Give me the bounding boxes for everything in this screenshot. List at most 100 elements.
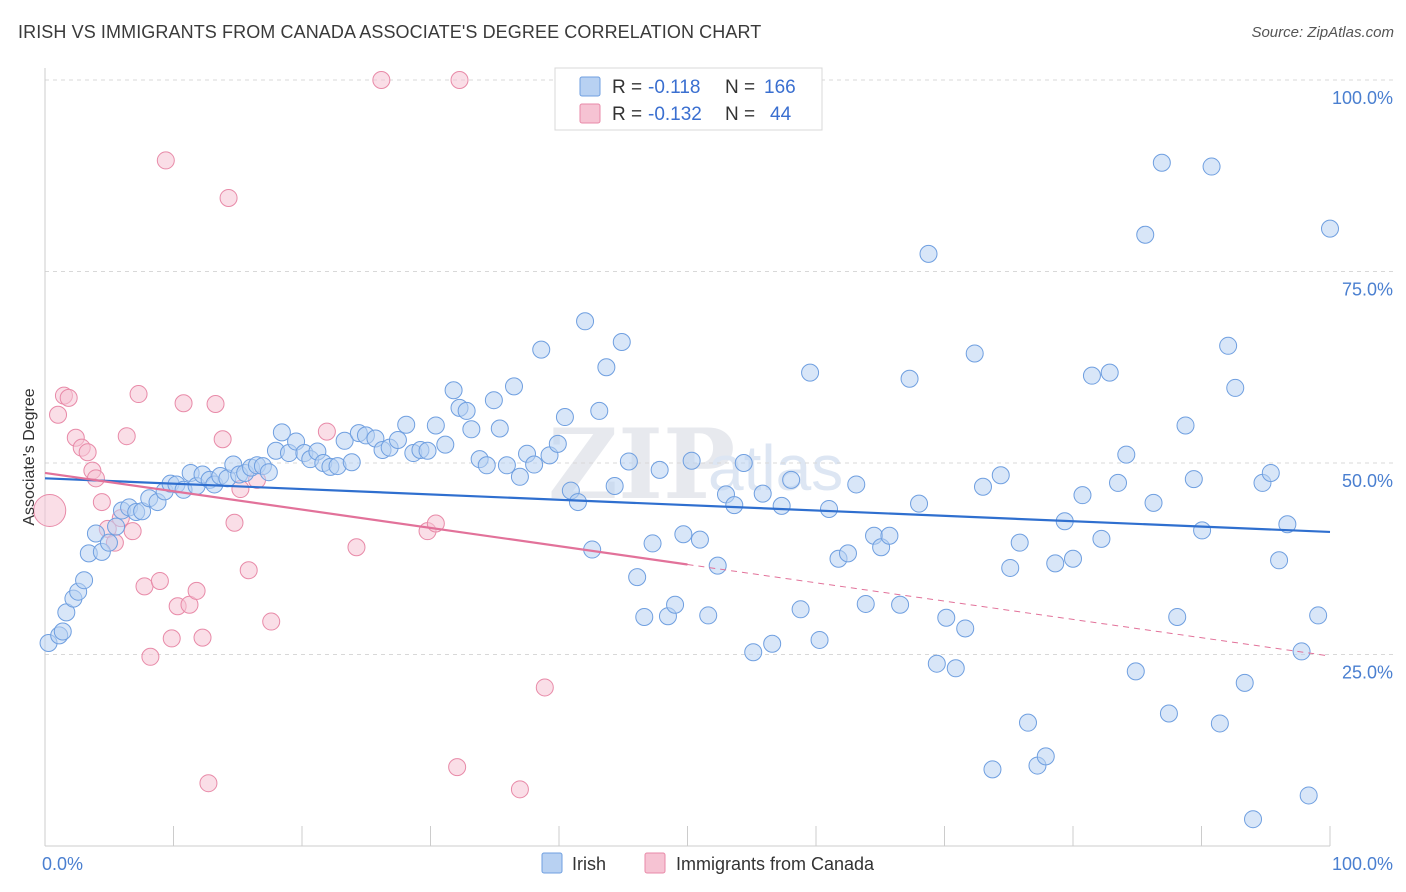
irish-point-147 [1168,607,1187,626]
irish-point-111 [847,475,866,494]
canada-point-15 [129,385,148,404]
irish-point-100 [744,643,763,662]
irish-point-142 [1126,662,1145,681]
irish-point-73 [532,340,551,359]
irish-point-88 [643,534,662,553]
irish-point-143 [1136,225,1155,244]
irish-point-95 [699,606,718,625]
irish-point-81 [590,401,609,420]
irish-point-91 [666,595,685,614]
canada-point-41 [450,71,469,89]
irish-point-124 [965,344,984,363]
irish-point-85 [619,452,638,471]
irish-point-47 [342,453,361,472]
series-legend: Irish Immigrants from Canada [541,852,875,874]
series-legend-canada: Immigrants from Canada [676,854,875,874]
irish-point-70 [510,467,529,486]
irish-point-98 [725,496,744,515]
canada-point-43 [535,678,554,697]
y-axis-label: Associate's Degree [21,388,38,525]
irish-point-156 [1244,810,1263,829]
irish-point-127 [991,466,1010,485]
irish-point-103 [772,496,791,515]
series-legend-swatch-canada [644,852,666,874]
legend-r-label-canada: R = [612,104,642,125]
irish-point-112 [856,594,875,613]
irish-point-118 [910,494,929,513]
y-tick-label-1: 50.0% [1342,471,1393,491]
irish-point-161 [1292,642,1311,661]
irish-point-10 [99,533,118,552]
x-tick-label-0: 0.0% [42,854,83,874]
canada-point-25 [193,628,212,647]
irish-point-139 [1100,363,1119,382]
legend-swatch-canada [579,103,601,124]
irish-point-116 [891,595,910,614]
canada-point-14 [123,522,142,541]
legend-n-value-canada: 44 [770,104,792,125]
irish-point-117 [900,369,919,388]
irish-point-76 [555,408,574,427]
irish-point-75 [548,434,567,453]
irish-point-105 [791,600,810,619]
irish-point-159 [1270,551,1289,570]
irish-point-82 [597,358,616,377]
irish-point-54 [397,415,416,434]
canada-trend-line-extension [687,563,1331,657]
canada-point-28 [213,430,232,449]
legend-r-value-canada: -0.132 [648,104,702,125]
y-tick-label-3: 100.0% [1332,88,1393,108]
irish-point-137 [1082,366,1101,385]
irish-point-141 [1117,445,1136,464]
irish-point-136 [1073,486,1092,505]
irish-point-151 [1202,157,1221,176]
irish-point-130 [1018,713,1037,732]
irish-point-86 [628,568,647,587]
legend-n-label-canada: N = [725,104,755,125]
irish-point-72 [525,455,544,474]
irish-points [39,153,1339,829]
irish-point-63 [462,420,481,439]
canada-point-6 [78,443,97,462]
legend-r-value-irish: -0.118 [648,77,700,98]
irish-point-133 [1046,554,1065,573]
legend-r-label-irish: R = [612,77,642,98]
canada-trend-line [44,471,688,566]
irish-point-154 [1226,378,1245,397]
irish-point-162 [1299,786,1318,805]
canada-point-40 [448,758,467,777]
irish-point-155 [1235,673,1254,692]
canada-point-26 [199,774,218,793]
canada-point-42 [510,780,529,799]
irish-point-37 [272,423,291,442]
irish-point-145 [1152,153,1171,172]
irish-point-160 [1278,515,1297,534]
canada-point-9 [92,493,111,512]
canada-point-35 [317,422,336,441]
irish-point-149 [1184,470,1203,489]
irish-point-53 [388,431,407,450]
canada-point-37 [372,71,391,89]
canada-point-24 [187,581,206,600]
irish-point-87 [635,607,654,626]
irish-point-84 [612,332,631,351]
canada-point-0 [33,493,67,527]
irish-point-66 [484,391,503,410]
irish-point-140 [1109,473,1128,492]
canada-point-16 [135,577,154,596]
irish-point-128 [1001,558,1020,577]
irish-trend-line [44,477,1331,534]
irish-point-96 [708,556,727,575]
stats-legend: R = -0.118 N = 166 R = -0.132 N = 44 [554,67,823,131]
canada-point-18 [150,571,169,590]
irish-point-94 [690,530,709,549]
y-tick-label-2: 75.0% [1342,280,1393,300]
irish-point-89 [650,460,669,479]
irish-point-129 [1010,533,1029,552]
source-label: Source: ZipAtlas.com [1251,24,1394,41]
irish-point-119 [919,244,938,263]
chart-title: IRISH VS IMMIGRANTS FROM CANADA ASSOCIAT… [18,22,762,42]
irish-point-125 [973,477,992,496]
canada-point-13 [117,427,136,446]
irish-point-68 [497,456,516,475]
